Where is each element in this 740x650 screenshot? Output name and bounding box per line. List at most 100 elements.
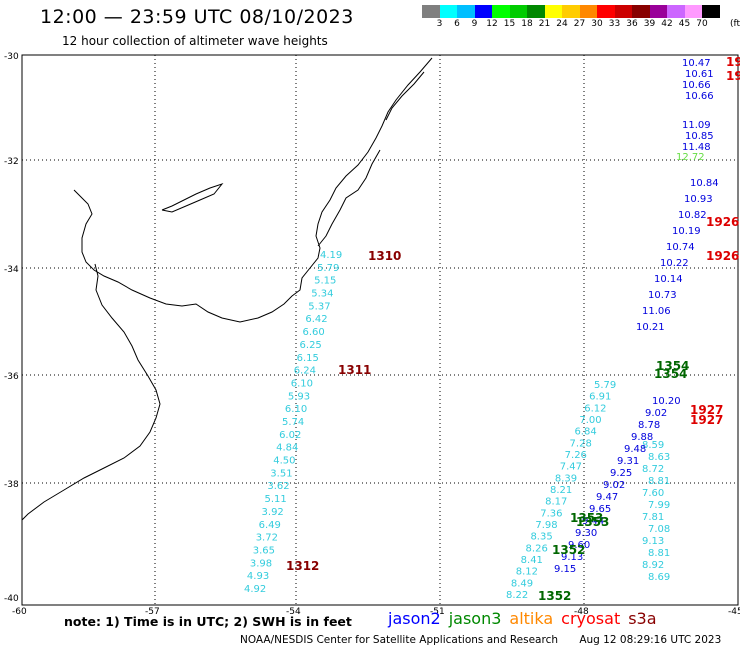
swh-value: 8.49	[511, 578, 533, 589]
swh-value: 9.13	[642, 536, 664, 547]
map-frame	[21, 54, 739, 606]
swh-value: 11.09	[682, 120, 711, 131]
river-outline	[161, 182, 224, 213]
legend-label: 39	[643, 19, 656, 29]
swh-value: 11.06	[642, 306, 671, 317]
swh-value: 10.14	[654, 274, 683, 285]
swh-value: 7.98	[535, 520, 557, 531]
legend-label: 30	[591, 19, 603, 29]
legend-swatch	[474, 5, 492, 18]
swh-value: 9.47	[596, 492, 618, 503]
footer-note: note: 1) Time is in UTC; 2) SWH is in fe…	[64, 614, 352, 629]
swh-value: 8.81	[648, 548, 670, 559]
legend-swatch	[562, 5, 580, 18]
swh-value: 5.15	[314, 276, 336, 287]
legend-label: 9	[471, 19, 478, 29]
swh-value: 5.34	[311, 289, 333, 300]
lon-label: -60	[12, 607, 27, 617]
legend-label: 42	[661, 19, 673, 29]
swh-value: 3.51	[270, 468, 292, 479]
swh-value: 7.36	[540, 508, 562, 519]
swh-value: 5.93	[288, 391, 310, 402]
satellite-name: jason2	[388, 609, 441, 628]
swh-value: 9.02	[645, 408, 667, 419]
swh-value: 7.26	[565, 450, 587, 461]
legend-swatch	[457, 5, 475, 18]
legend-label: 36	[626, 19, 638, 29]
legend-swatch	[439, 5, 457, 18]
lagoon-outline	[317, 71, 425, 247]
lon-label: -51	[430, 607, 445, 617]
swh-value: 8.78	[638, 420, 660, 431]
swh-value: 8.17	[545, 497, 567, 508]
pass-label: 1310	[368, 249, 401, 263]
swh-value: 3.65	[253, 545, 275, 556]
swh-value: 10.47	[682, 58, 711, 69]
credit-timestamp: Aug 12 08:29:16 UTC 2023	[579, 634, 722, 646]
swh-value: 7.08	[648, 524, 670, 535]
satellite-name: altika	[509, 609, 554, 628]
legend-label: 15	[503, 19, 516, 29]
swh-value: 4.93	[247, 571, 269, 582]
swh-value: 10.66	[685, 91, 714, 102]
swh-value: 7.47	[560, 462, 582, 473]
swh-value: 8.35	[530, 532, 552, 543]
swh-value: 6.25	[300, 340, 322, 351]
swh-value: 8.22	[506, 590, 528, 601]
swh-value: 6.02	[279, 430, 301, 441]
swh-value: 10.21	[636, 322, 665, 333]
legend-swatch	[632, 5, 650, 18]
swh-value: 6.12	[584, 403, 606, 414]
swh-value: 3.98	[250, 558, 272, 569]
pass-label: 1311	[338, 363, 371, 377]
swh-value: 9.88	[631, 432, 653, 443]
swh-value: 3.72	[256, 533, 278, 544]
legend-label: 70	[696, 19, 708, 29]
swh-value: 9.31	[617, 456, 639, 467]
legend-swatch	[422, 5, 440, 18]
swh-value: 8.92	[642, 560, 664, 571]
lat-label: -34	[4, 265, 19, 275]
pass-label: 19	[726, 55, 740, 69]
swh-value: 3.62	[267, 481, 289, 492]
pass-label: 1927	[690, 413, 723, 427]
swh-value: 4.84	[276, 443, 298, 454]
swh-value: 6.91	[589, 392, 611, 403]
legend-color-bar	[422, 5, 720, 18]
lon-label: -54	[286, 607, 301, 617]
lon-label: -45	[728, 607, 740, 617]
legend-swatch	[579, 5, 597, 18]
swh-value: 9.02	[603, 480, 625, 491]
graticule	[22, 55, 738, 605]
swh-value: 6.60	[302, 327, 324, 338]
swh-value: 8.81	[648, 476, 670, 487]
satellite-name: cryosat	[561, 609, 621, 628]
swh-value: 5.74	[282, 417, 304, 428]
lat-label: -38	[4, 480, 19, 490]
swh-value: 10.74	[666, 242, 695, 253]
swh-value: 4.19	[320, 250, 342, 261]
swh-value: 8.59	[642, 440, 664, 451]
pass-label: 19	[726, 69, 740, 83]
map-subtitle: 12 hour collection of altimeter wave hei…	[62, 34, 328, 48]
legend-swatch	[509, 5, 527, 18]
swh-value: 8.63	[648, 452, 670, 463]
swh-value: 9.15	[554, 564, 576, 575]
legend-label: 12	[486, 19, 498, 29]
swh-value: 5.79	[594, 380, 616, 391]
swh-value: 8.69	[648, 572, 670, 583]
pass-label: 1353	[570, 511, 603, 525]
legend-swatch	[492, 5, 510, 18]
pass-label: 1354	[656, 359, 689, 373]
coastline	[21, 57, 433, 521]
legend-swatch	[527, 5, 545, 18]
swh-value: 6.10	[285, 404, 307, 415]
swh-value: 5.79	[317, 263, 339, 274]
swh-value: 9.44	[582, 516, 604, 527]
pass-label: 1354	[654, 367, 687, 381]
swh-value: 7.00	[579, 415, 601, 426]
swh-value: 4.92	[244, 584, 266, 595]
swh-value: 10.20	[652, 396, 681, 407]
